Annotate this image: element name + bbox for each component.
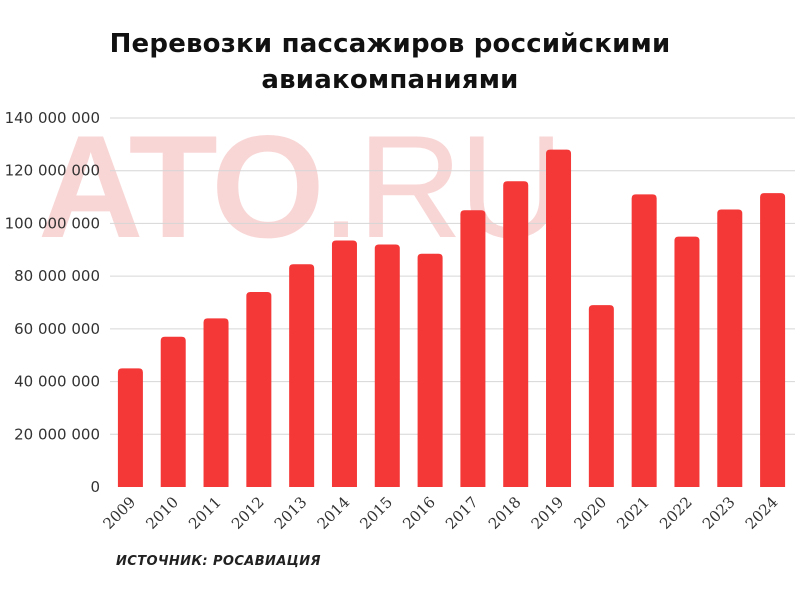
x-tick-label: 2010 — [142, 493, 182, 533]
y-tick-label: 120 000 000 — [5, 162, 100, 180]
bar-2011 — [203, 318, 229, 487]
bar-2020 — [588, 305, 614, 487]
x-tick-label: 2018 — [485, 493, 525, 533]
bar-2012 — [246, 291, 272, 487]
chart-title-line1: Перевозки пассажиров российскими — [109, 29, 671, 59]
x-tick-label: 2012 — [228, 493, 268, 533]
x-tick-label: 2015 — [356, 493, 396, 533]
source-note: ИСТОЧНИК: РОСАВИАЦИЯ — [116, 554, 321, 569]
bar-2017 — [460, 210, 486, 487]
bar-2018 — [503, 181, 529, 487]
bar-2016 — [417, 253, 443, 487]
y-tick-label: 20 000 000 — [14, 425, 100, 443]
bar-2023 — [717, 209, 743, 487]
y-tick-label: 100 000 000 — [5, 214, 100, 232]
x-tick-label: 2020 — [570, 493, 610, 533]
bar-2022 — [674, 236, 700, 487]
y-tick-label: 140 000 000 — [5, 109, 100, 127]
x-tick-label: 2013 — [271, 493, 311, 533]
bar-2019 — [546, 149, 572, 487]
bars — [117, 149, 786, 487]
y-axis-ticks: 0 20 000 000 40 000 000 60 000 000 80 000 00… — [5, 109, 100, 496]
bar-2013 — [289, 264, 315, 487]
bar-2014 — [331, 240, 357, 487]
y-tick-label: 80 000 000 — [14, 267, 100, 285]
x-tick-label: 2011 — [185, 493, 225, 533]
x-tick-label: 2016 — [399, 493, 439, 533]
bar-2009 — [117, 368, 143, 487]
y-tick-label: 60 000 000 — [14, 320, 100, 338]
x-tick-label: 2019 — [528, 493, 568, 533]
x-axis-ticks: 2009 2010 2011 2012 2013 2014 2015 2016 2017 2018… — [100, 493, 782, 533]
chart-title-line2: авиакомпаниями — [261, 65, 519, 95]
x-tick-label: 2017 — [442, 493, 482, 533]
chart-title: Перевозки пассажиров российскими авиаком… — [0, 26, 780, 98]
y-tick-label: 0 — [90, 478, 100, 496]
x-tick-label: 2022 — [656, 493, 696, 533]
bar-2024 — [760, 193, 786, 487]
x-tick-label: 2023 — [699, 493, 739, 533]
bar-2015 — [374, 244, 400, 487]
bar-2021 — [631, 194, 657, 487]
x-tick-label: 2009 — [100, 493, 140, 533]
y-tick-label: 40 000 000 — [14, 373, 100, 391]
x-tick-label: 2014 — [314, 493, 354, 533]
x-tick-label: 2021 — [613, 493, 653, 533]
bar-2010 — [160, 336, 186, 487]
x-tick-label: 2024 — [742, 493, 782, 533]
